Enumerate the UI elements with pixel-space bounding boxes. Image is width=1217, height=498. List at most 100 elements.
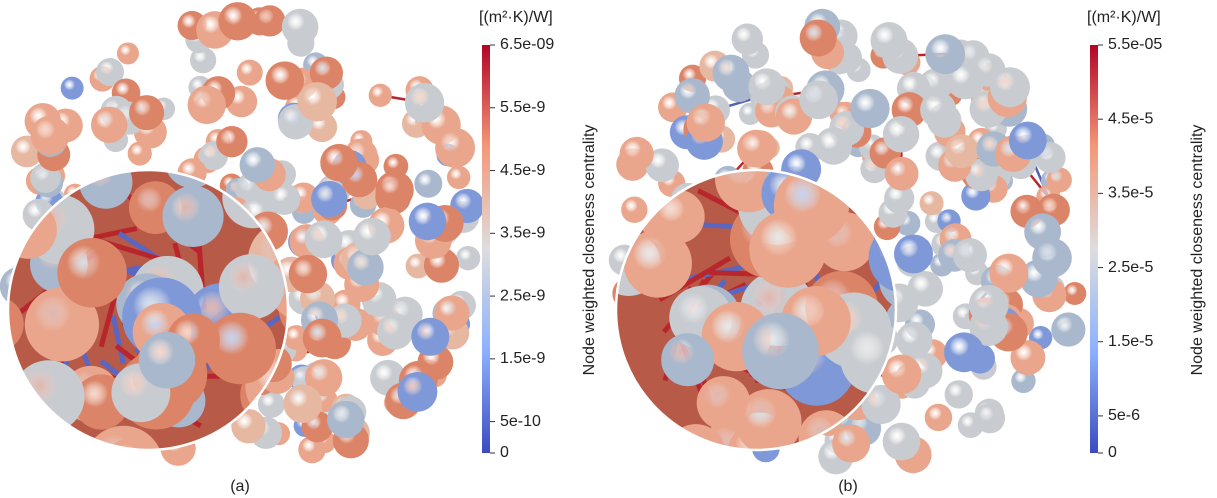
sphere	[832, 425, 870, 463]
figure: 6.5e-09 5.5e-9 4.5e-9 3.5e-9 2.5e-9 1.5e-9 5e-…	[0, 0, 1217, 498]
sphere	[240, 147, 276, 183]
axis-label: Node weighted closeness centrality	[1189, 125, 1206, 376]
sphere	[117, 42, 139, 64]
colorbar	[482, 45, 490, 453]
sphere	[435, 128, 475, 168]
colorbar	[1090, 45, 1098, 453]
sphere	[953, 238, 987, 272]
sphere	[925, 404, 952, 431]
tick-label: 1.5e-9	[500, 350, 545, 367]
sphere	[347, 249, 384, 286]
sphere	[298, 82, 337, 121]
sphere	[737, 130, 775, 168]
sphere	[799, 80, 838, 119]
sphere	[289, 255, 327, 293]
sphere	[320, 144, 358, 182]
sphere	[661, 333, 714, 386]
sphere	[713, 55, 750, 92]
sphere	[1032, 238, 1072, 278]
sphere	[91, 107, 127, 143]
tick-label: 4.5e-5	[1108, 110, 1153, 127]
sphere	[282, 9, 319, 46]
sphere	[369, 84, 392, 107]
sphere	[303, 319, 342, 358]
sphere	[742, 313, 818, 389]
sphere	[57, 238, 127, 308]
sphere	[990, 67, 1030, 107]
sphere	[79, 155, 132, 208]
tick-label: 4.5e-9	[500, 162, 545, 179]
sphere	[748, 68, 785, 105]
sphere	[456, 246, 480, 270]
tick-label: 2.5e-9	[500, 287, 545, 304]
tick-label: 0	[1108, 444, 1117, 461]
sphere	[1009, 122, 1047, 160]
sphere	[1063, 282, 1086, 305]
sphere	[975, 403, 1005, 433]
tick-label: 5e-6	[1108, 407, 1140, 424]
tick-label: 3.5e-5	[1108, 185, 1153, 202]
sphere	[311, 181, 347, 217]
sphere	[894, 234, 933, 273]
axis-label: Node weighted closeness centrality	[581, 125, 598, 376]
tick-label: 6.5e-09	[500, 36, 554, 53]
tick-label: 5.5e-05	[1108, 36, 1162, 53]
sphere	[800, 19, 837, 56]
tick-label: 5.5e-9	[500, 99, 545, 116]
sphere	[162, 186, 223, 247]
sphere	[850, 89, 889, 128]
tick-label: 3.5e-9	[500, 225, 545, 242]
sphere	[944, 332, 984, 372]
sphere	[216, 126, 247, 157]
unit-label: [(m²·K)/W]	[479, 9, 553, 26]
sphere	[732, 23, 763, 54]
sphere	[620, 137, 654, 171]
sphere	[883, 423, 921, 461]
sphere	[305, 221, 343, 259]
sphere	[447, 166, 470, 189]
sphere	[409, 203, 447, 241]
sphere	[327, 401, 364, 438]
unit-label: [(m²·K)/W]	[1087, 9, 1161, 26]
sphere	[687, 103, 725, 141]
sphere	[377, 313, 413, 349]
tick-label: 0	[500, 444, 509, 461]
sphere	[1051, 312, 1085, 346]
caption: (a)	[230, 478, 250, 495]
sphere	[398, 372, 438, 412]
sphere	[188, 86, 226, 124]
sphere	[945, 134, 979, 168]
sphere	[883, 116, 919, 152]
sphere	[61, 77, 84, 100]
sphere	[920, 92, 956, 128]
sphere	[375, 171, 413, 209]
sphere	[411, 318, 449, 356]
sphere	[129, 95, 164, 130]
tick-label: 2.5e-5	[1108, 259, 1153, 276]
sphere	[353, 218, 391, 256]
page: 6.5e-09 5.5e-9 4.5e-9 3.5e-9 2.5e-9 1.5e-9 5e-…	[0, 0, 1217, 498]
sphere	[31, 116, 70, 155]
sphere	[405, 83, 444, 122]
sphere	[885, 157, 919, 191]
sphere	[815, 127, 852, 164]
sphere	[218, 2, 256, 40]
sphere	[651, 190, 705, 244]
sphere	[414, 170, 442, 198]
sphere	[666, 424, 726, 484]
sphere	[254, 5, 285, 36]
tick-label: 1.5e-5	[1108, 333, 1153, 350]
caption: (b)	[838, 478, 858, 495]
sphere	[969, 285, 1009, 325]
sphere	[265, 61, 304, 100]
sphere	[283, 384, 322, 423]
sphere	[103, 438, 161, 496]
tick-label: 5e-10	[500, 413, 541, 430]
sphere	[749, 211, 826, 288]
sphere	[139, 332, 195, 388]
sphere	[920, 191, 944, 215]
sphere	[925, 34, 965, 74]
sphere	[945, 380, 973, 408]
sphere	[621, 197, 647, 223]
sphere	[237, 60, 263, 86]
